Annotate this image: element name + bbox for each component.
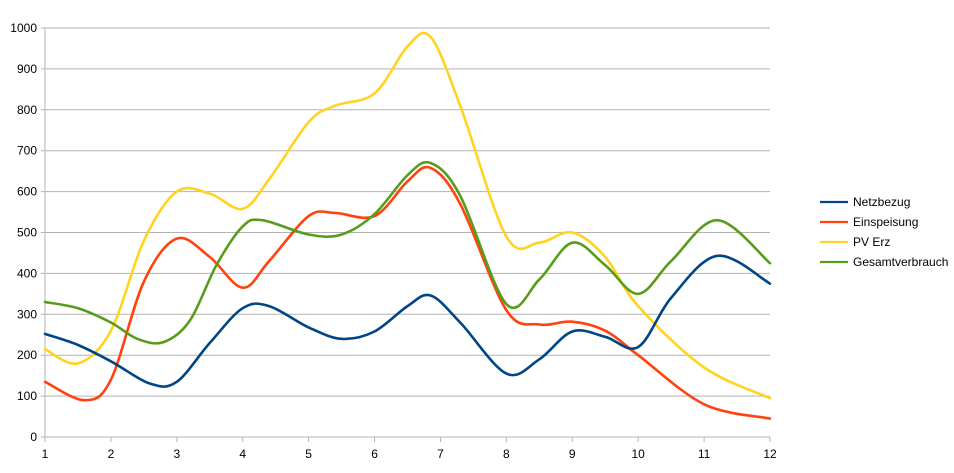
series-line-gesamtverbrauch <box>43 160 772 345</box>
legend-label-einspeisung: Einspeisung <box>853 215 918 229</box>
y-tick-label: 100 <box>17 389 37 403</box>
series-line-einspeisung <box>43 165 772 420</box>
x-tick-label: 8 <box>503 447 510 461</box>
y-tick-label: 700 <box>17 144 37 158</box>
y-tick-label: 600 <box>17 185 37 199</box>
y-tick-label: 900 <box>17 62 37 76</box>
x-tick-label: 12 <box>763 447 777 461</box>
x-tick-labels: 1 2 3 4 5 6 7 8 9 10 11 12 <box>42 447 777 461</box>
x-tick-label: 11 <box>698 447 711 461</box>
x-tick-label: 5 <box>305 447 312 461</box>
legend-label-netzbezug: Netzbezug <box>853 195 910 209</box>
y-tick-label: 300 <box>17 307 37 321</box>
x-tick-label: 9 <box>569 447 576 461</box>
y-tick-label: 1000 <box>10 21 37 35</box>
axes <box>41 27 771 442</box>
series-line-netzbezug <box>43 254 772 388</box>
x-tick-label: 2 <box>108 447 115 461</box>
y-tick-label: 800 <box>17 103 37 117</box>
series-line-pv-erz <box>43 31 772 400</box>
x-tick-label: 6 <box>371 447 378 461</box>
x-tick-label: 4 <box>239 447 246 461</box>
y-tick-label: 400 <box>17 266 37 280</box>
x-tick-label: 1 <box>42 447 49 461</box>
legend-label-gesamtverbrauch: Gesamtverbrauch <box>853 255 948 269</box>
y-tick-labels: 0 100 200 300 400 500 600 700 800 900 1000 <box>10 21 37 444</box>
y-tick-label: 0 <box>30 430 37 444</box>
legend-label-pv-erz: PV Erz <box>853 235 890 249</box>
x-tick-label: 3 <box>173 447 180 461</box>
y-tick-label: 200 <box>17 348 37 362</box>
grid-lines <box>45 27 770 438</box>
series-lines <box>43 31 772 420</box>
x-tick-label: 7 <box>437 447 444 461</box>
legend: Netzbezug Einspeisung PV Erz Gesamtverbrauc… <box>820 195 948 269</box>
x-tick-label: 10 <box>632 447 646 461</box>
y-tick-label: 500 <box>17 226 37 240</box>
